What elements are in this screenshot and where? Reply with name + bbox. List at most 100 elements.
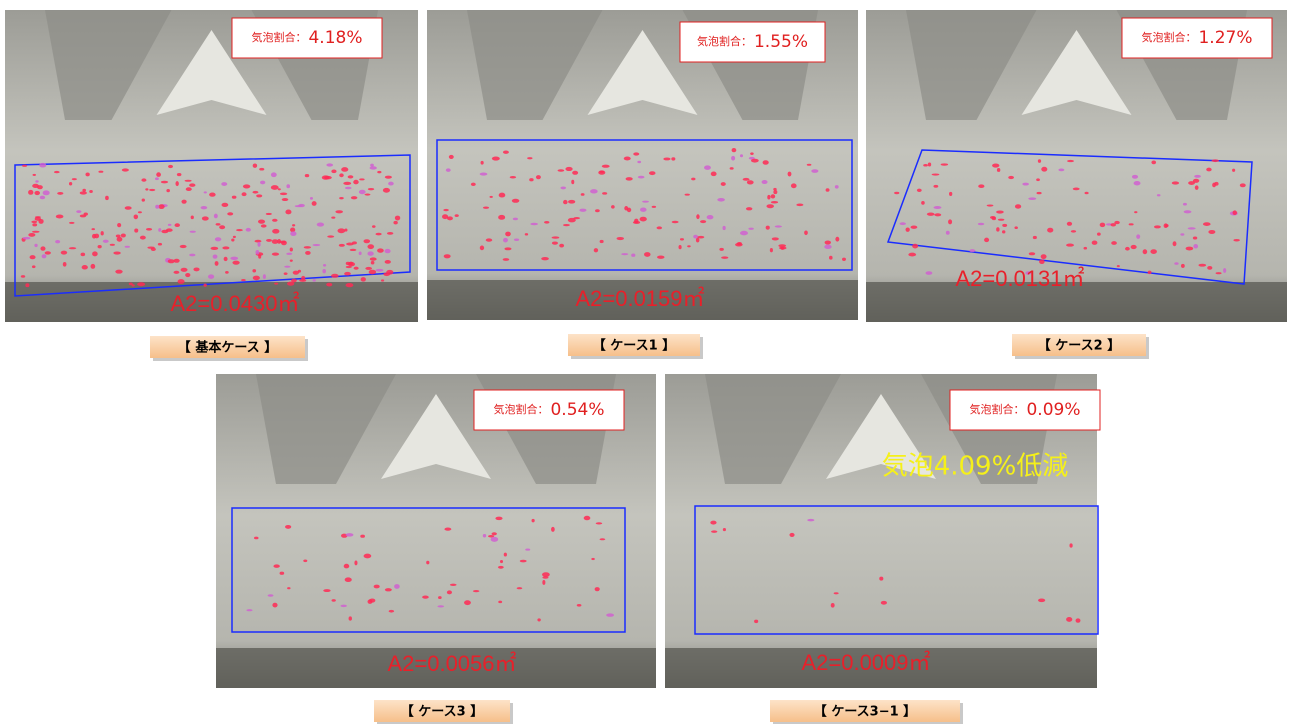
bubble-dot (1134, 211, 1138, 214)
bubble-dot (1154, 225, 1161, 229)
area-label: A2=0.0430㎡ (170, 291, 299, 316)
bubble-dot (498, 192, 506, 198)
bubble-dot (912, 243, 919, 249)
bubble-dot (322, 263, 327, 267)
bubble-dot (367, 251, 374, 256)
bubble-dot (270, 185, 279, 190)
bubble-dot (579, 208, 587, 212)
caption: 【 ケース1 】 (593, 338, 675, 354)
bubble-dot (85, 172, 90, 177)
bubble-dot (766, 204, 774, 209)
bubble-dot (89, 189, 93, 193)
bubble-dot (291, 278, 297, 283)
bubble-dot (834, 185, 839, 189)
bubble-dot (68, 182, 73, 186)
bubble-dot (444, 527, 452, 531)
bubble-dot (173, 270, 180, 274)
bubble-dot (327, 235, 335, 238)
bubble-dot (203, 283, 207, 287)
bubble-dot (370, 260, 375, 265)
bubble-dot (364, 193, 371, 196)
bubble-dot (512, 217, 518, 221)
bubble-dot (513, 238, 520, 242)
bubble-dot (79, 191, 87, 195)
bubble-dot (931, 173, 940, 176)
bubble-dot (1239, 183, 1246, 188)
bubble-dot (1008, 175, 1015, 180)
bubble-dot (830, 602, 835, 608)
bubble-dot (312, 279, 316, 282)
bubble-dot (1136, 234, 1141, 239)
bubble-dot (252, 163, 258, 168)
bubble-dot (54, 170, 60, 174)
bubble-dot (595, 522, 603, 525)
bubble-dot (695, 237, 700, 243)
bubble-dot (621, 253, 629, 256)
bubble-dot (34, 243, 38, 248)
bubble-dot (996, 167, 1001, 172)
bubble-dot (1180, 263, 1185, 268)
bubble-dot (833, 592, 839, 595)
ratio-box (1121, 17, 1273, 59)
bubble-dot (161, 229, 169, 234)
bubble-dot (292, 224, 296, 227)
bubble-dot (933, 206, 942, 209)
bubble-dot (124, 245, 130, 248)
bubble-dot (949, 191, 953, 197)
bubble-dot (348, 616, 352, 621)
bubble-dot (271, 252, 280, 256)
bubble-dot (541, 256, 549, 261)
bubble-dot (121, 168, 129, 172)
photo-panel: 気泡割合： 4.18% A2=0.0430㎡ (5, 10, 418, 322)
bubble-dot (44, 251, 51, 255)
bubble-dot (131, 284, 135, 287)
bubble-dot (470, 182, 476, 187)
area-label: A2=0.0056㎡ (387, 651, 516, 676)
bubble-dot (498, 214, 506, 220)
bubble-dot (31, 230, 40, 233)
ratio-label: 気泡割合： (251, 30, 306, 44)
bubble-dot (527, 157, 533, 160)
bubble-dot (1172, 241, 1177, 247)
bubble-dot (34, 190, 40, 196)
bubble-dot (146, 227, 153, 231)
bubble-dot (595, 209, 600, 213)
bubble-dot (1066, 221, 1073, 226)
bubble-dot (97, 244, 102, 249)
bubble-dot (338, 243, 345, 247)
bubble-dot (422, 595, 429, 599)
bubble-dot (339, 196, 344, 200)
bubble-dot (679, 238, 684, 241)
bubble-dot (978, 184, 985, 189)
bubble-dot (305, 250, 311, 255)
bubble-dot (598, 170, 606, 175)
bubble-dot (207, 274, 215, 279)
bubble-dot (253, 536, 259, 540)
bubble-dot (551, 526, 555, 532)
bubble-dot (590, 189, 598, 194)
bubble-dot (62, 261, 67, 267)
bubble-dot (1067, 159, 1074, 163)
bubble-dot (274, 282, 279, 285)
bubble-dot (185, 272, 191, 278)
bubble-dot (1028, 197, 1037, 200)
bubble-dot (32, 173, 37, 176)
bubble-dot (236, 228, 243, 232)
bubble-dot (173, 258, 180, 263)
bubble-dot (464, 600, 471, 606)
caption: 【 ケース3 】 (401, 704, 483, 720)
bubble-dot (287, 281, 295, 286)
bubble-dot (343, 563, 350, 569)
bubble-dot (345, 533, 354, 537)
bubble-dot (345, 282, 354, 288)
bubble-dot (731, 148, 737, 153)
bubble-dot (671, 220, 679, 224)
bubble-dot (25, 283, 30, 288)
bubble-dot (193, 267, 200, 272)
bubble-dot (437, 605, 445, 608)
bubble-dot (563, 223, 570, 227)
bubble-dot (1130, 244, 1137, 250)
bubble-dot (599, 538, 606, 541)
bubble-dot (594, 587, 600, 592)
